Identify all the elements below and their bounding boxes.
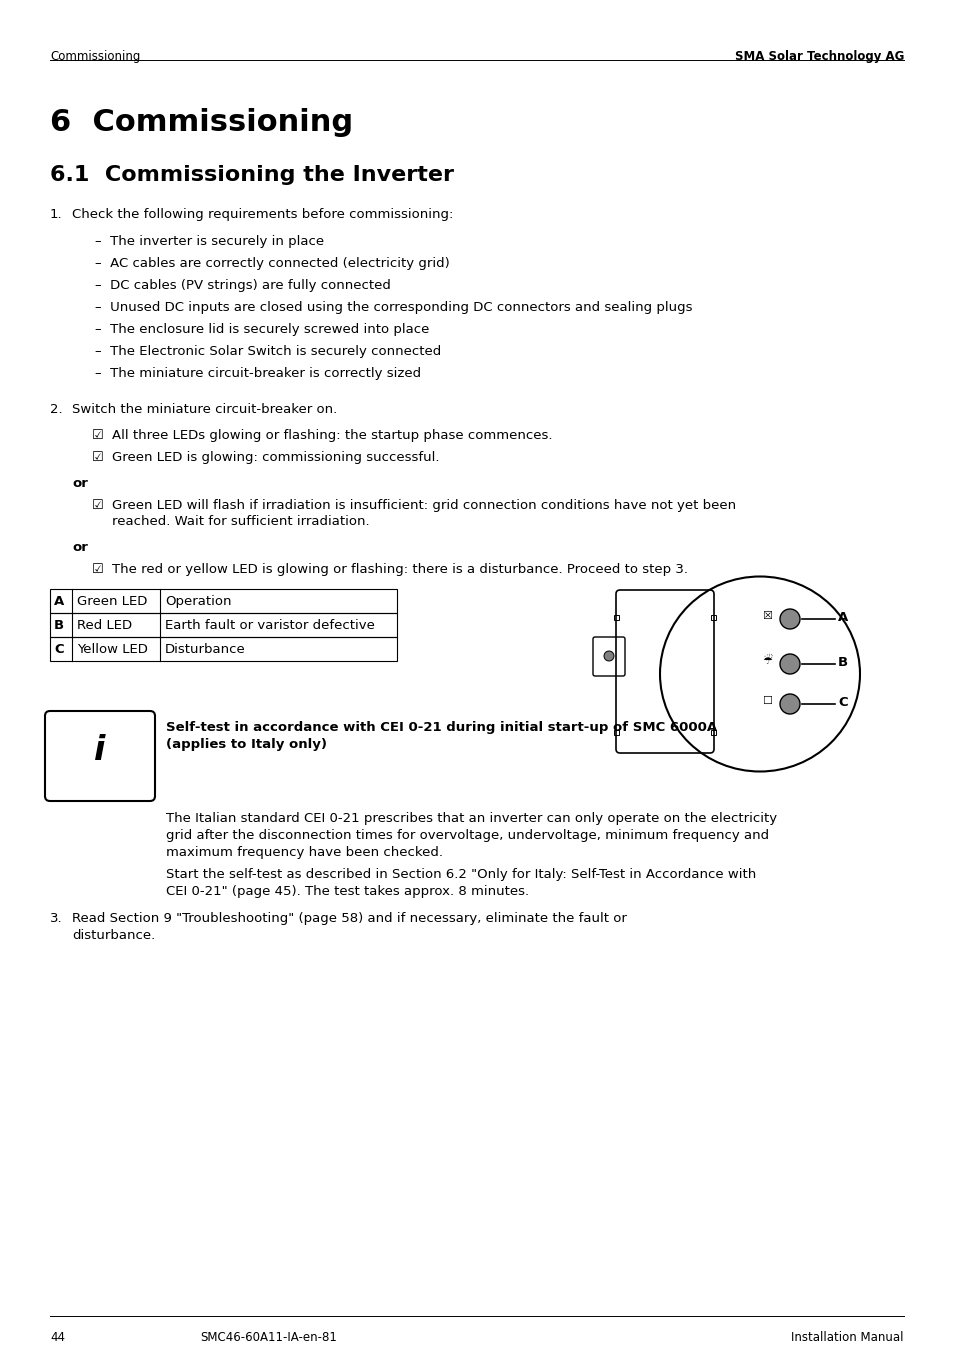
Text: –  AC cables are correctly connected (electricity grid): – AC cables are correctly connected (ele… xyxy=(95,257,449,270)
Text: Switch the miniature circuit-breaker on.: Switch the miniature circuit-breaker on. xyxy=(71,403,337,416)
Text: Read Section 9 "Troubleshooting" (page 58) and if necessary, eliminate the fault: Read Section 9 "Troubleshooting" (page 5… xyxy=(71,913,626,925)
Text: i: i xyxy=(94,734,106,767)
Circle shape xyxy=(780,694,800,714)
Text: –  The enclosure lid is securely screwed into place: – The enclosure lid is securely screwed … xyxy=(95,323,429,337)
Text: Red LED: Red LED xyxy=(77,619,132,631)
Circle shape xyxy=(780,654,800,675)
Text: 44: 44 xyxy=(50,1330,65,1344)
Text: maximum frequency have been checked.: maximum frequency have been checked. xyxy=(166,846,442,859)
Text: ☐: ☐ xyxy=(761,696,771,706)
Circle shape xyxy=(780,608,800,629)
Text: The red or yellow LED is glowing or flashing: there is a disturbance. Proceed to: The red or yellow LED is glowing or flas… xyxy=(112,562,687,576)
Text: ☒: ☒ xyxy=(761,611,771,621)
Text: 6.1  Commissioning the Inverter: 6.1 Commissioning the Inverter xyxy=(50,165,454,185)
Text: Disturbance: Disturbance xyxy=(165,644,246,656)
Text: ☑: ☑ xyxy=(91,562,104,576)
Text: –  The miniature circuit-breaker is correctly sized: – The miniature circuit-breaker is corre… xyxy=(95,366,420,380)
Text: SMA Solar Technology AG: SMA Solar Technology AG xyxy=(734,50,903,64)
Circle shape xyxy=(603,652,614,661)
Text: –  DC cables (PV strings) are fully connected: – DC cables (PV strings) are fully conne… xyxy=(95,279,391,292)
Text: Green LED will flash if irradiation is insufficient: grid connection conditions : Green LED will flash if irradiation is i… xyxy=(112,499,736,512)
Text: Green LED is glowing: commissioning successful.: Green LED is glowing: commissioning succ… xyxy=(112,452,439,464)
Text: ☑: ☑ xyxy=(91,429,104,442)
Text: 3.: 3. xyxy=(50,913,63,925)
Text: C: C xyxy=(54,644,64,656)
Text: All three LEDs glowing or flashing: the startup phase commences.: All three LEDs glowing or flashing: the … xyxy=(112,429,552,442)
Text: Operation: Operation xyxy=(165,595,232,608)
Text: disturbance.: disturbance. xyxy=(71,929,155,942)
Text: –  The Electronic Solar Switch is securely connected: – The Electronic Solar Switch is securel… xyxy=(95,345,441,358)
Bar xyxy=(614,730,618,735)
Text: Commissioning: Commissioning xyxy=(50,50,140,64)
Text: –  The inverter is securely in place: – The inverter is securely in place xyxy=(95,235,324,247)
Text: Earth fault or varistor defective: Earth fault or varistor defective xyxy=(165,619,375,631)
Text: or: or xyxy=(71,477,88,489)
Text: 2.: 2. xyxy=(50,403,63,416)
Bar xyxy=(50,637,396,661)
Text: A: A xyxy=(837,611,847,625)
Text: or: or xyxy=(71,541,88,554)
Text: A: A xyxy=(54,595,64,608)
Text: CEI 0-21" (page 45). The test takes approx. 8 minutes.: CEI 0-21" (page 45). The test takes appr… xyxy=(166,886,529,898)
Bar xyxy=(710,730,716,735)
Text: grid after the disconnection times for overvoltage, undervoltage, minimum freque: grid after the disconnection times for o… xyxy=(166,829,768,842)
Text: B: B xyxy=(54,619,64,631)
Text: Yellow LED: Yellow LED xyxy=(77,644,148,656)
Text: (applies to Italy only): (applies to Italy only) xyxy=(166,738,327,750)
Text: The Italian standard CEI 0-21 prescribes that an inverter can only operate on th: The Italian standard CEI 0-21 prescribes… xyxy=(166,813,777,825)
Text: Self-test in accordance with CEI 0-21 during initial start-up of SMC 6000A: Self-test in accordance with CEI 0-21 du… xyxy=(166,721,717,734)
Text: ☔: ☔ xyxy=(761,656,771,667)
Text: 1.: 1. xyxy=(50,208,63,220)
Text: Installation Manual: Installation Manual xyxy=(791,1330,903,1344)
Text: ☑: ☑ xyxy=(91,499,104,512)
Text: reached. Wait for sufficient irradiation.: reached. Wait for sufficient irradiation… xyxy=(112,515,369,529)
Bar xyxy=(50,589,396,612)
Text: B: B xyxy=(837,656,847,669)
Text: ☑: ☑ xyxy=(91,452,104,464)
Bar xyxy=(614,615,618,621)
Bar xyxy=(50,612,396,637)
Text: C: C xyxy=(837,696,846,708)
Text: SMC46-60A11-IA-en-81: SMC46-60A11-IA-en-81 xyxy=(200,1330,336,1344)
Text: Start the self-test as described in Section 6.2 "Only for Italy: Self-Test in Ac: Start the self-test as described in Sect… xyxy=(166,868,756,882)
Text: Green LED: Green LED xyxy=(77,595,147,608)
Text: –  Unused DC inputs are closed using the corresponding DC connectors and sealing: – Unused DC inputs are closed using the … xyxy=(95,301,692,314)
Text: Check the following requirements before commissioning:: Check the following requirements before … xyxy=(71,208,453,220)
Bar xyxy=(710,615,716,621)
Text: 6  Commissioning: 6 Commissioning xyxy=(50,108,353,137)
